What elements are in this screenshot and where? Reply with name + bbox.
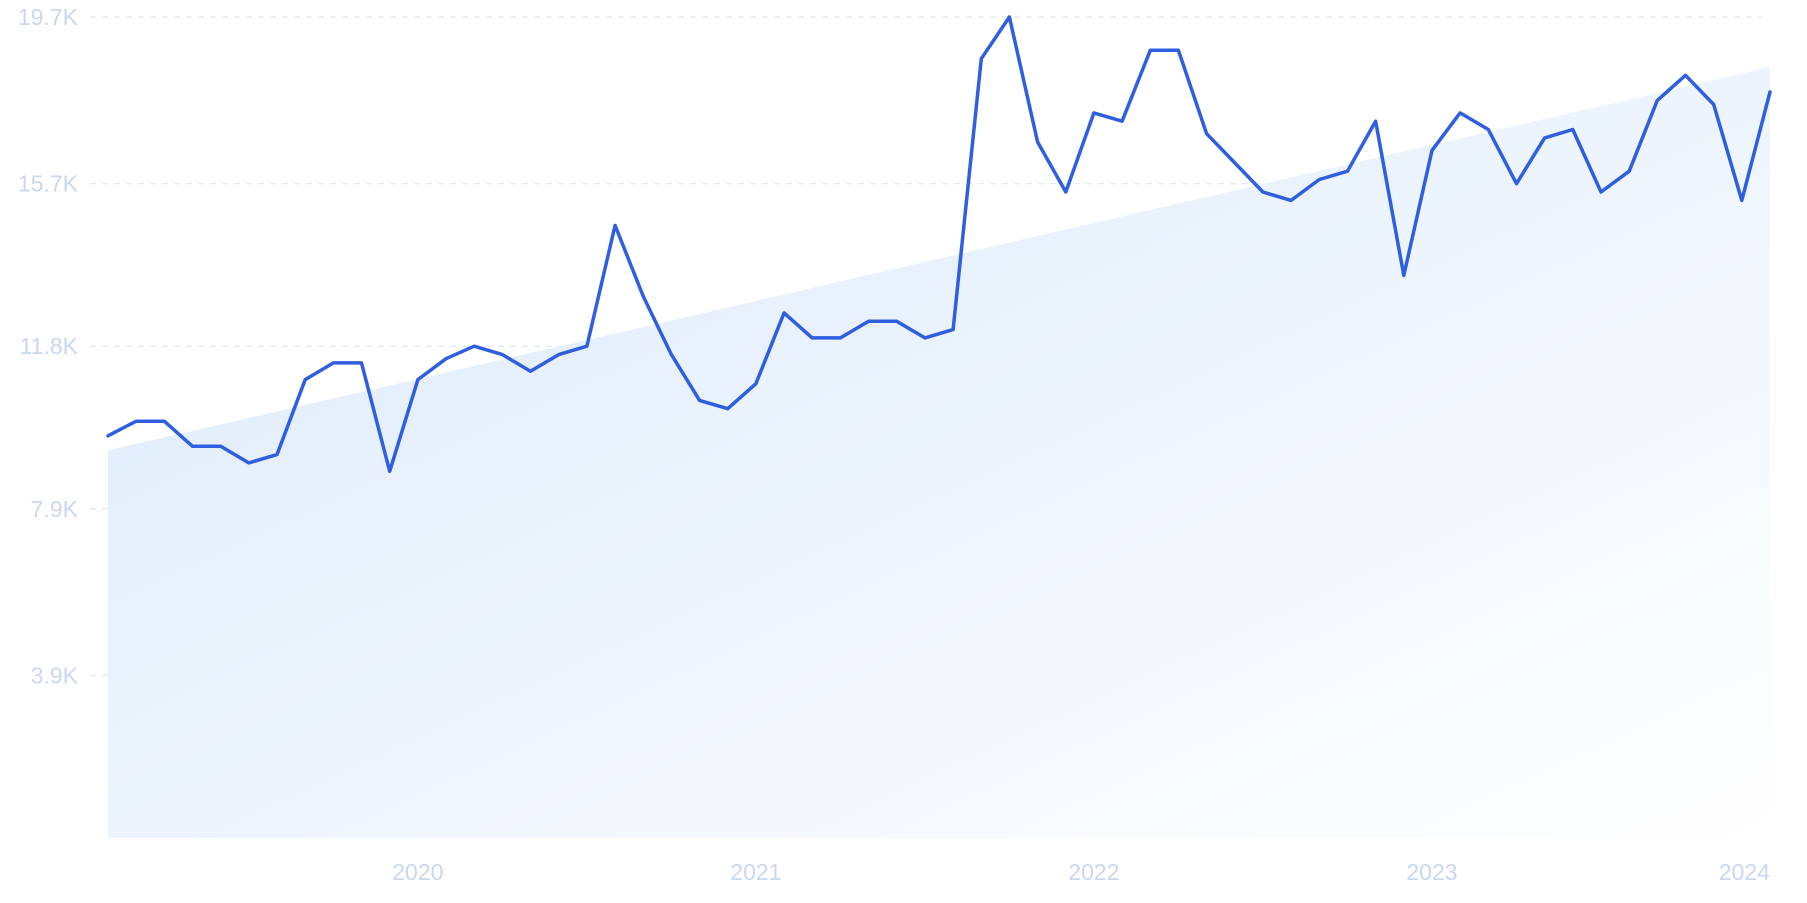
trend-area-shape xyxy=(108,67,1770,839)
x-tick-label: 2022 xyxy=(1068,859,1119,885)
x-tick-label: 2021 xyxy=(730,859,781,885)
series-line xyxy=(106,15,1772,474)
y-tick-label: 7.9K xyxy=(31,496,79,522)
trend-area xyxy=(108,67,1770,839)
y-tick-label: 19.7K xyxy=(18,4,79,30)
y-tick-label: 11.8K xyxy=(20,333,79,359)
y-tick-label: 3.9K xyxy=(31,662,79,688)
x-tick-label: 2023 xyxy=(1406,859,1457,885)
x-tick-label: 2020 xyxy=(392,859,443,885)
y-axis-labels: 3.9K 7.9K 11.8K 15.7K 19.7K xyxy=(18,4,79,688)
x-axis-labels: 2020 2021 2022 2023 2024 xyxy=(392,859,1770,885)
x-tick-label: 2024 xyxy=(1719,859,1770,885)
y-tick-label: 15.7K xyxy=(18,171,79,197)
series-line-group xyxy=(106,15,1772,474)
